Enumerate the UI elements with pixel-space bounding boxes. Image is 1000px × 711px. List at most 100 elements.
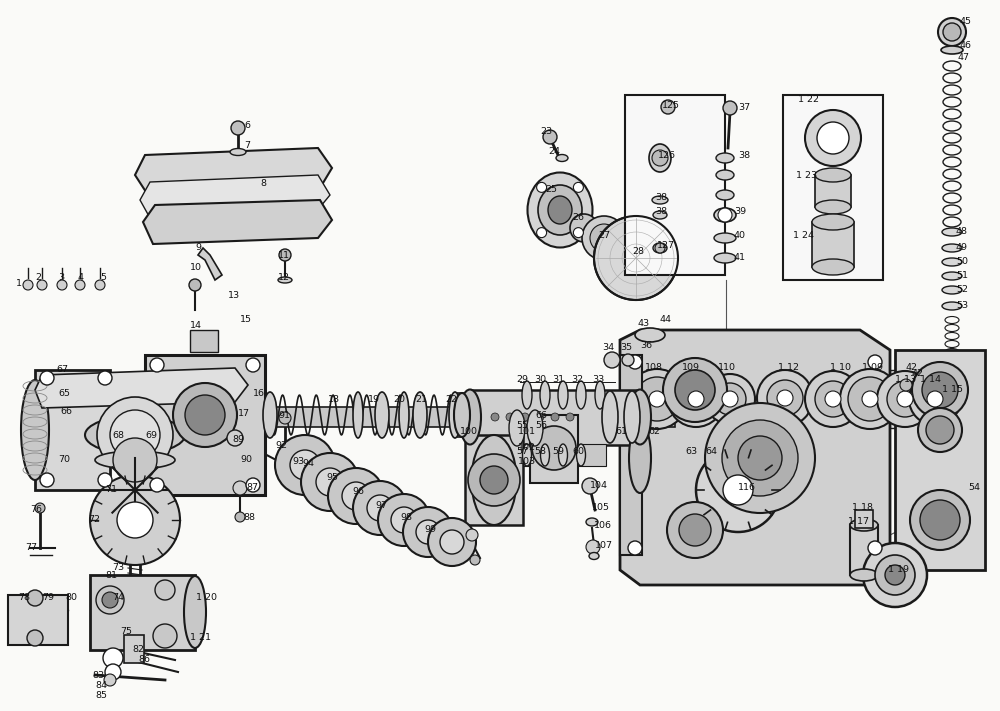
Circle shape [96, 586, 124, 614]
Text: 49: 49 [956, 243, 968, 252]
Circle shape [97, 397, 173, 473]
Text: 70: 70 [58, 456, 70, 464]
Circle shape [885, 565, 905, 585]
Text: 33: 33 [592, 375, 604, 385]
Text: 7: 7 [244, 141, 250, 149]
Circle shape [37, 280, 47, 290]
Circle shape [688, 391, 704, 407]
Text: 98: 98 [400, 513, 412, 523]
Text: 126: 126 [658, 151, 676, 159]
Circle shape [862, 391, 878, 407]
Circle shape [75, 280, 85, 290]
Circle shape [655, 243, 665, 253]
Text: 91: 91 [278, 410, 290, 419]
Text: 1 12: 1 12 [778, 363, 799, 373]
Ellipse shape [714, 208, 736, 222]
Circle shape [840, 369, 900, 429]
Polygon shape [135, 148, 332, 195]
Ellipse shape [558, 444, 568, 466]
Circle shape [897, 391, 913, 407]
Text: 53: 53 [956, 301, 968, 311]
Polygon shape [143, 200, 332, 244]
Circle shape [90, 475, 180, 565]
Text: 65: 65 [58, 388, 70, 397]
Text: 69: 69 [145, 430, 157, 439]
Circle shape [900, 379, 912, 391]
Ellipse shape [454, 393, 470, 437]
Text: 35: 35 [620, 343, 632, 353]
Circle shape [696, 448, 780, 532]
Circle shape [604, 352, 620, 368]
Circle shape [668, 371, 724, 427]
Text: 1 15: 1 15 [942, 385, 963, 395]
Ellipse shape [629, 390, 651, 444]
Bar [465, 435, 523, 525]
Bar [454, 393, 470, 437]
Circle shape [582, 216, 626, 260]
Text: 1 20: 1 20 [196, 594, 217, 602]
Bar [516, 444, 606, 466]
Bar [90, 575, 195, 650]
Circle shape [875, 555, 915, 595]
Ellipse shape [942, 244, 962, 252]
Text: 10: 10 [190, 264, 202, 272]
Circle shape [909, 373, 961, 425]
Circle shape [440, 530, 464, 554]
Text: 93: 93 [292, 457, 304, 466]
Ellipse shape [653, 211, 667, 219]
Text: 105: 105 [592, 503, 610, 513]
Circle shape [663, 358, 727, 422]
Text: 1 10: 1 10 [830, 363, 851, 373]
Ellipse shape [652, 196, 668, 204]
Circle shape [102, 592, 118, 608]
Circle shape [491, 413, 499, 421]
Circle shape [718, 208, 732, 222]
Ellipse shape [279, 451, 291, 459]
Circle shape [40, 371, 54, 385]
Bar [855, 510, 873, 528]
Text: 43: 43 [638, 319, 650, 328]
Bar [635, 370, 915, 428]
Text: 85: 85 [95, 690, 107, 700]
Text: 13: 13 [228, 291, 240, 299]
Circle shape [173, 383, 237, 447]
Bar [8, 595, 68, 645]
Text: 1 18: 1 18 [852, 503, 873, 513]
Polygon shape [620, 330, 890, 585]
Polygon shape [140, 175, 330, 218]
Circle shape [825, 391, 841, 407]
Circle shape [470, 555, 480, 565]
Text: 46: 46 [960, 41, 972, 50]
Bar [275, 407, 675, 427]
Ellipse shape [941, 46, 963, 54]
Circle shape [98, 371, 112, 385]
Text: 24: 24 [548, 147, 560, 156]
Text: 72: 72 [88, 515, 100, 525]
Text: 21: 21 [415, 395, 427, 405]
Text: 23: 23 [540, 127, 552, 137]
Bar [850, 525, 878, 575]
Circle shape [777, 390, 793, 406]
Circle shape [275, 435, 335, 495]
Circle shape [113, 438, 157, 482]
Circle shape [537, 228, 547, 237]
Text: 11: 11 [278, 250, 290, 260]
Bar [124, 635, 144, 663]
Text: 83: 83 [92, 670, 104, 680]
Text: 110: 110 [718, 363, 736, 373]
Circle shape [705, 403, 815, 513]
Text: 50: 50 [956, 257, 968, 267]
Ellipse shape [556, 154, 568, 161]
Text: 109: 109 [682, 363, 700, 373]
Text: 56: 56 [535, 420, 547, 429]
Ellipse shape [85, 416, 185, 454]
Text: 12: 12 [278, 274, 290, 282]
Circle shape [919, 383, 951, 415]
Circle shape [622, 354, 634, 366]
Circle shape [353, 481, 407, 535]
Ellipse shape [449, 392, 461, 438]
Circle shape [246, 478, 260, 492]
Text: 20: 20 [393, 395, 405, 405]
Ellipse shape [528, 173, 592, 247]
Ellipse shape [576, 381, 586, 409]
